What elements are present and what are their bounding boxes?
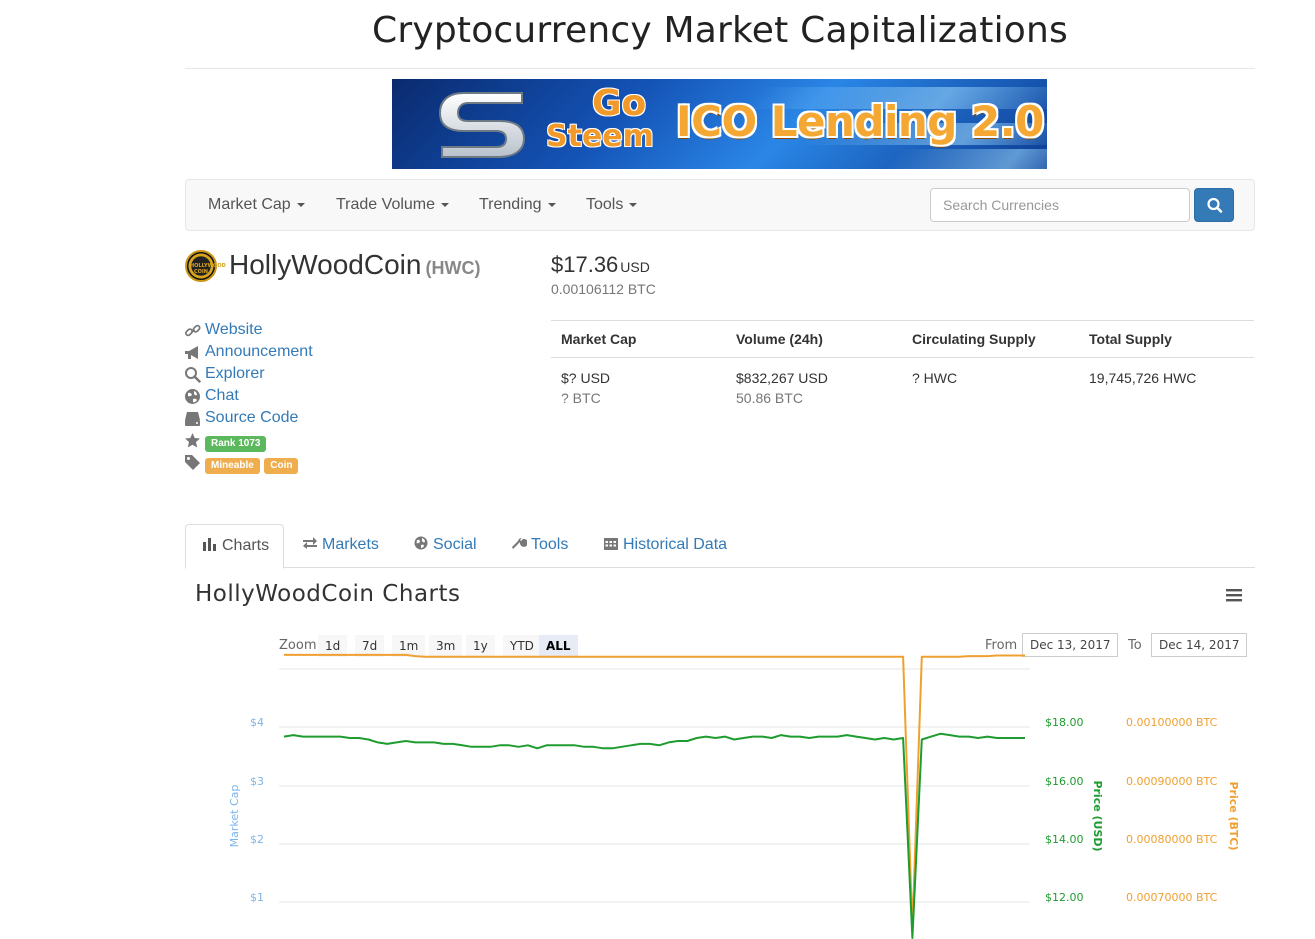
stats-header-market-cap: Market Cap <box>561 331 637 347</box>
search-input[interactable] <box>930 188 1190 222</box>
total-supply: 19,745,726 HWC <box>1089 370 1197 386</box>
nav-market-cap-dropdown[interactable]: Market Cap <box>208 196 305 214</box>
price-btc-series-line <box>284 653 1025 931</box>
price-btc-axis-title: Price (BTC) <box>1227 781 1240 850</box>
exchange-icon <box>303 537 317 549</box>
price-btc: 0.00106112 BTC <box>551 281 656 297</box>
hdd-icon <box>185 412 200 426</box>
caret-down-icon <box>547 202 556 207</box>
nav-trade-volume-dropdown[interactable]: Trade Volume <box>336 196 450 214</box>
title-divider <box>185 68 1255 69</box>
search-icon <box>1207 197 1223 213</box>
market-cap-usd: $? USD <box>561 370 611 386</box>
caret-down-icon <box>629 202 638 207</box>
search-button[interactable] <box>1194 188 1234 222</box>
price-usd-tick-label: $14.00 <box>1045 833 1084 846</box>
coin-symbol: (HWC) <box>425 258 481 278</box>
volume-usd: $832,267 USD <box>736 370 828 386</box>
coin-tabs: Charts Markets Social Tools Historical D… <box>185 524 1255 569</box>
caret-down-icon <box>296 202 305 207</box>
price-btc-tick-label: 0.00090000 BTC <box>1126 775 1218 788</box>
stats-divider <box>551 357 1254 358</box>
search-icon <box>185 367 201 383</box>
market-cap-tick-label: $2 <box>250 833 264 846</box>
tab-charts[interactable]: Charts <box>185 524 284 569</box>
wrench-icon <box>512 537 527 549</box>
price-btc-tick-label: 0.00070000 BTC <box>1126 891 1218 904</box>
price-usd-axis-title: Price (USD) <box>1091 780 1104 851</box>
to-label: To <box>1128 638 1142 653</box>
price-usd-unit: USD <box>620 259 650 275</box>
from-label: From <box>985 638 1018 653</box>
calendar-icon <box>604 538 618 550</box>
market-cap-tick-label: $4 <box>250 716 264 729</box>
bullhorn-icon <box>185 346 198 359</box>
tab-historical-data[interactable]: Historical Data <box>587 524 743 568</box>
zoom-button-1y[interactable]: 1y <box>466 635 495 657</box>
main-navbar: Market Cap Trade Volume Trending Tools <box>185 179 1255 231</box>
price-btc-tick-label: 0.00080000 BTC <box>1126 833 1218 846</box>
nav-tools-dropdown[interactable]: Tools <box>586 196 638 214</box>
volume-btc: 50.86 BTC <box>736 390 803 406</box>
link-icon <box>185 324 201 337</box>
price-usd-series-line <box>283 732 1025 939</box>
tab-tools[interactable]: Tools <box>495 524 584 568</box>
price-usd-tick-label: $12.00 <box>1045 891 1084 904</box>
zoom-button-all[interactable]: ALL <box>539 635 578 657</box>
coin-name: HollyWoodCoin (HWC) <box>229 249 481 280</box>
site-title: Cryptocurrency Market Capitalizations <box>371 10 1069 51</box>
zoom-button-3m[interactable]: 3m <box>429 635 463 657</box>
hamburger-menu-icon[interactable] <box>1225 587 1243 603</box>
nav-trending-dropdown[interactable]: Trending <box>479 196 556 214</box>
stats-header-total-supply: Total Supply <box>1089 331 1172 347</box>
zoom-button-1m[interactable]: 1m <box>392 635 426 657</box>
globe-icon <box>414 536 428 550</box>
market-cap-tick-label: $1 <box>250 891 264 904</box>
tab-markets[interactable]: Markets <box>286 524 395 568</box>
zoom-button-7d[interactable]: 7d <box>355 635 385 657</box>
tag-mineable[interactable]: Mineable <box>205 458 260 474</box>
coin-stats-table: Market Cap Volume (24h) Circulating Supp… <box>551 320 1254 406</box>
stats-header-circulating-supply: Circulating Supply <box>912 331 1036 347</box>
tab-social[interactable]: Social <box>397 524 493 568</box>
chart-title: HollyWoodCoin Charts <box>195 581 461 607</box>
tag-icon <box>185 455 200 470</box>
banner-go-text: Go <box>592 83 647 124</box>
zoom-button-ytd[interactable]: YTD <box>503 635 541 657</box>
rank-badge: Rank 1073 <box>205 436 267 452</box>
price-usd: $17.36 USD <box>551 252 650 277</box>
gosteem-s-logo-icon <box>438 92 526 158</box>
banner-steem-text: Steem <box>546 119 654 154</box>
banner-headline: ICO Lending 2.0 <box>676 97 1044 146</box>
zoom-label: Zoom <box>279 638 317 653</box>
ad-banner[interactable]: Go Steem ICO Lending 2.0 <box>392 79 1047 169</box>
market-cap-tick-label: $3 <box>250 775 264 788</box>
star-icon <box>185 433 200 448</box>
to-date-input[interactable]: Dec 14, 2017 <box>1151 633 1248 657</box>
market-cap-btc: ? BTC <box>561 390 601 406</box>
price-usd-tick-label: $16.00 <box>1045 775 1084 788</box>
price-usd-tick-label: $18.00 <box>1045 716 1084 729</box>
circulating-supply: ? HWC <box>912 370 958 386</box>
price-btc-tick-label: 0.00100000 BTC <box>1126 716 1218 729</box>
globe-icon <box>185 389 200 404</box>
coin-logo: HOLLYWOOD COIN <box>185 250 226 282</box>
market-cap-axis-title: Market Cap <box>228 785 241 848</box>
bar-chart-icon <box>203 538 216 551</box>
caret-down-icon <box>441 202 450 207</box>
from-date-input[interactable]: Dec 13, 2017 <box>1022 633 1119 657</box>
tag-coin[interactable]: Coin <box>264 458 299 474</box>
zoom-button-1d[interactable]: 1d <box>318 635 348 657</box>
stats-header-volume: Volume (24h) <box>736 331 823 347</box>
